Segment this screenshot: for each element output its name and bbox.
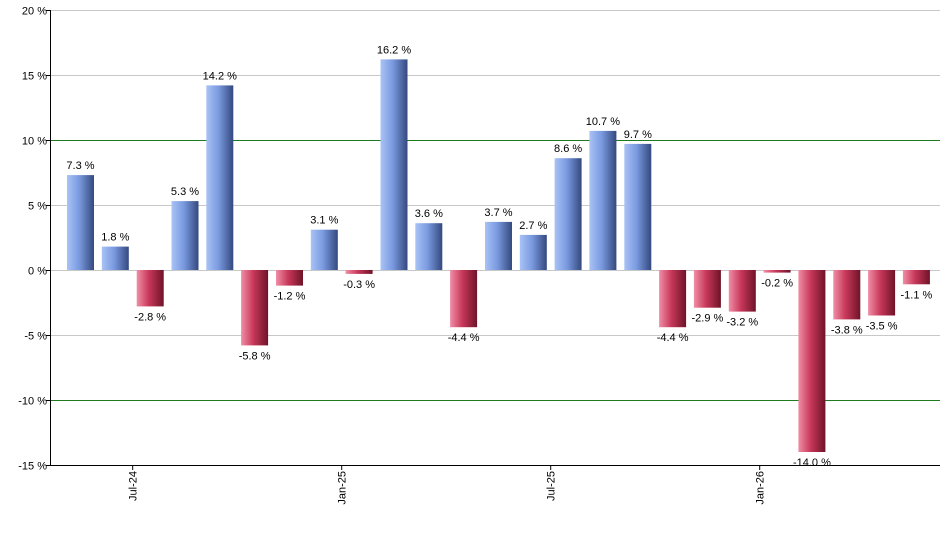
data-label: 5.3 % — [171, 186, 199, 198]
bar — [693, 270, 721, 308]
data-label: -2.9 % — [692, 313, 724, 325]
bar — [798, 270, 826, 452]
bar — [310, 229, 338, 270]
data-labels: 7.3 % 1.8 % -2.8 % 5.3 % 14.2 % -5.8 % -1.2 % 3… — [66, 44, 932, 469]
bar — [345, 270, 373, 274]
data-label: 7.3 % — [66, 160, 94, 172]
data-label: 3.1 % — [310, 215, 338, 227]
y-tick-label: 20 % — [22, 6, 47, 18]
data-label: -1.2 % — [274, 291, 306, 303]
bar — [101, 246, 129, 270]
y-tick-label: -5 % — [24, 331, 47, 343]
bar — [763, 270, 791, 273]
data-label: 2.7 % — [519, 220, 547, 232]
bar — [728, 270, 756, 312]
data-label: -5.8 % — [239, 350, 271, 362]
data-label: -0.3 % — [343, 279, 375, 291]
bar — [902, 270, 930, 285]
bar — [206, 85, 234, 271]
y-tick-label: 15 % — [22, 71, 47, 83]
data-label: 10.7 % — [586, 116, 620, 128]
data-label: -2.8 % — [134, 311, 166, 323]
bar — [67, 175, 94, 270]
axes: 20 % 15 % 10 % 5 % 0 % -5 % -10 % -15 % Jul-24 Ja… — [18, 6, 940, 505]
bar — [589, 130, 617, 270]
data-label: -3.8 % — [831, 324, 863, 336]
bar — [380, 59, 408, 271]
data-label: -4.4 % — [448, 332, 480, 344]
data-label: 3.6 % — [415, 208, 443, 220]
y-tick-label: -10 % — [18, 396, 47, 408]
x-tick-label: Jul-25 — [546, 471, 558, 501]
bar — [171, 201, 199, 270]
bars — [67, 59, 930, 452]
bar — [519, 234, 547, 270]
data-label: 8.6 % — [554, 143, 582, 155]
y-tick-label: 5 % — [28, 201, 47, 213]
x-tick-label: Jan-25 — [337, 471, 349, 505]
data-label: -14.0 % — [793, 457, 831, 469]
data-label: -1.1 % — [901, 289, 933, 301]
y-tick-label: 10 % — [22, 136, 47, 148]
x-tick-label: Jul-24 — [128, 471, 140, 501]
data-label: 14.2 % — [203, 70, 237, 82]
data-label: -3.2 % — [726, 317, 758, 329]
bar — [624, 143, 652, 270]
data-label: 9.7 % — [624, 129, 652, 141]
bar — [868, 270, 896, 316]
data-label: -4.4 % — [657, 332, 689, 344]
data-label: -3.5 % — [866, 321, 898, 333]
bar — [659, 270, 687, 328]
bar — [276, 270, 303, 286]
bar — [554, 158, 582, 270]
bar — [485, 221, 512, 270]
data-label: 1.8 % — [101, 232, 129, 244]
bar — [450, 270, 478, 328]
data-label: -0.2 % — [761, 278, 793, 290]
data-label: 16.2 % — [377, 44, 411, 56]
data-label: 3.7 % — [484, 207, 512, 219]
x-tick-label: Jan-26 — [755, 471, 767, 505]
bar — [833, 270, 861, 320]
y-tick-label: -15 % — [18, 461, 47, 473]
bar — [415, 223, 443, 270]
bar — [136, 270, 164, 307]
y-tick-label: 0 % — [28, 266, 47, 278]
bar — [241, 270, 269, 346]
